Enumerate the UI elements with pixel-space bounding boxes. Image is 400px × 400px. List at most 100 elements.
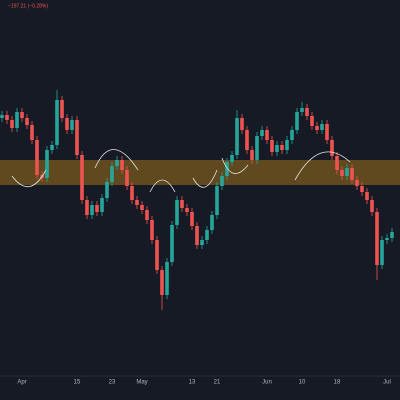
x-tick-label: 18 (334, 380, 341, 386)
candle-body (315, 126, 319, 130)
header: −197.21 (−0.28%) (8, 3, 48, 9)
candle-body (305, 108, 309, 116)
candle-body (285, 140, 289, 150)
candle-body (65, 118, 69, 130)
arc (294, 151, 351, 181)
candle-body (90, 205, 94, 215)
x-tick-label: 23 (109, 380, 116, 386)
x-tick-label: Jul (383, 380, 391, 386)
candle-body (185, 208, 189, 212)
candle-body (10, 120, 14, 128)
candle-body (45, 150, 49, 178)
candle-body (300, 108, 304, 112)
candle-body (125, 170, 129, 186)
candle-body (290, 130, 294, 140)
arc (11, 169, 47, 187)
candle-body (20, 112, 24, 118)
candle-body (105, 182, 109, 198)
candle-body (260, 130, 264, 136)
arc (192, 169, 218, 188)
candle-body (150, 220, 154, 240)
candle-body (355, 180, 359, 186)
candle-body (30, 125, 34, 140)
candle-body (345, 168, 349, 176)
candle-body (115, 160, 119, 166)
candle-body (15, 112, 19, 128)
candle-body (5, 115, 9, 120)
candle-body (350, 168, 354, 180)
candles (0, 90, 394, 310)
candle-body (55, 100, 59, 145)
candle-body (205, 230, 209, 240)
x-tick-label: May (136, 380, 147, 386)
candle-body (180, 200, 184, 208)
candle-body (320, 124, 324, 130)
candle-body (75, 120, 79, 155)
candle-body (120, 160, 124, 170)
candle-body (220, 176, 224, 186)
zone (0, 160, 400, 185)
candle-body (360, 186, 364, 192)
candle-body (335, 156, 339, 170)
candle-body (60, 100, 64, 118)
candle-body (265, 130, 269, 140)
candle-body (270, 140, 274, 152)
candle-body (385, 238, 389, 240)
candle-body (155, 240, 159, 270)
candle-body (365, 192, 369, 200)
x-tick-label: 10 (299, 380, 306, 386)
candle-body (215, 186, 219, 215)
x-tick-label: Jun (262, 380, 272, 386)
candle-body (140, 205, 144, 210)
x-labels: Apr 15 23 May 13 21 Jun 10 18 Jul (17, 380, 391, 386)
candle-body (380, 240, 384, 265)
candle-body (310, 116, 314, 126)
candle-body (165, 262, 169, 295)
candle-body (135, 200, 139, 205)
candle-body (230, 155, 234, 162)
x-tick-label: 13 (189, 380, 196, 386)
candle-body (200, 240, 204, 245)
candle-body (25, 118, 29, 125)
arc (94, 149, 139, 171)
candle-body (240, 118, 244, 130)
x-tick-label: Apr (17, 380, 26, 386)
candle-body (250, 150, 254, 160)
candle-body (370, 200, 374, 212)
candle-body (295, 112, 299, 130)
candle-body (100, 198, 104, 212)
candle-body (160, 270, 164, 295)
candle-body (85, 200, 89, 215)
candle-body (170, 225, 174, 262)
pattern-arcs (11, 149, 351, 193)
candle-body (225, 162, 229, 176)
candle-body (390, 232, 394, 238)
candle-body (210, 215, 214, 230)
candle-body (275, 145, 279, 152)
candle-body (145, 210, 149, 220)
candle-body (340, 170, 344, 176)
candle-body (375, 212, 379, 265)
x-tick-label: 15 (74, 380, 81, 386)
candle-body (130, 186, 134, 200)
candle-body (175, 200, 179, 225)
candle-body (50, 145, 54, 150)
candle-body (255, 136, 259, 160)
zone-layer (0, 160, 400, 185)
candle-body (95, 205, 99, 212)
candle-body (245, 130, 249, 150)
candle-body (330, 140, 334, 156)
candle-body (280, 145, 284, 150)
candle-body (110, 166, 114, 182)
candle-body (35, 140, 39, 175)
candle-body (325, 124, 329, 140)
arc (149, 179, 176, 193)
candle-body (190, 212, 194, 226)
candle-body (80, 155, 84, 200)
candle-body (0, 115, 4, 118)
candle-body (195, 226, 199, 245)
candle-body (235, 118, 239, 155)
candle-body (70, 120, 74, 130)
